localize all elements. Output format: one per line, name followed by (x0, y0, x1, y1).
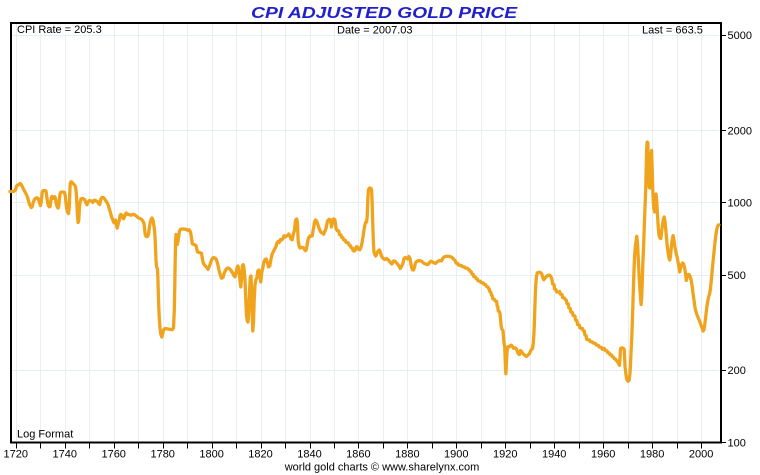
svg-text:1840: 1840 (297, 449, 321, 461)
svg-text:1940: 1940 (542, 449, 566, 461)
svg-text:1740: 1740 (53, 449, 77, 461)
svg-text:1880: 1880 (395, 449, 419, 461)
svg-text:CPI Rate = 205.3: CPI Rate = 205.3 (17, 24, 102, 36)
svg-text:500: 500 (728, 270, 746, 282)
svg-text:1980: 1980 (640, 449, 664, 461)
svg-text:5000: 5000 (728, 30, 752, 42)
svg-text:1860: 1860 (346, 449, 370, 461)
svg-text:200: 200 (728, 365, 746, 377)
svg-text:CPI ADJUSTED GOLD PRICE: CPI ADJUSTED GOLD PRICE (251, 4, 518, 22)
svg-text:100: 100 (728, 438, 746, 450)
svg-text:1920: 1920 (493, 449, 517, 461)
svg-text:2000: 2000 (728, 126, 752, 138)
svg-text:2000: 2000 (689, 449, 713, 461)
svg-text:1820: 1820 (248, 449, 272, 461)
svg-text:1720: 1720 (4, 449, 28, 461)
svg-text:1780: 1780 (150, 449, 174, 461)
svg-text:Date = 2007.03: Date = 2007.03 (337, 25, 413, 37)
svg-text:1760: 1760 (101, 449, 125, 461)
svg-text:world gold charts © www.sharel: world gold charts © www.sharelynx.com (284, 462, 480, 474)
svg-text:1960: 1960 (591, 449, 615, 461)
svg-text:1000: 1000 (728, 198, 752, 210)
svg-text:1900: 1900 (444, 449, 468, 461)
svg-text:Last = 663.5: Last = 663.5 (642, 25, 703, 37)
svg-text:1800: 1800 (199, 449, 223, 461)
svg-text:Log Format: Log Format (17, 429, 73, 441)
